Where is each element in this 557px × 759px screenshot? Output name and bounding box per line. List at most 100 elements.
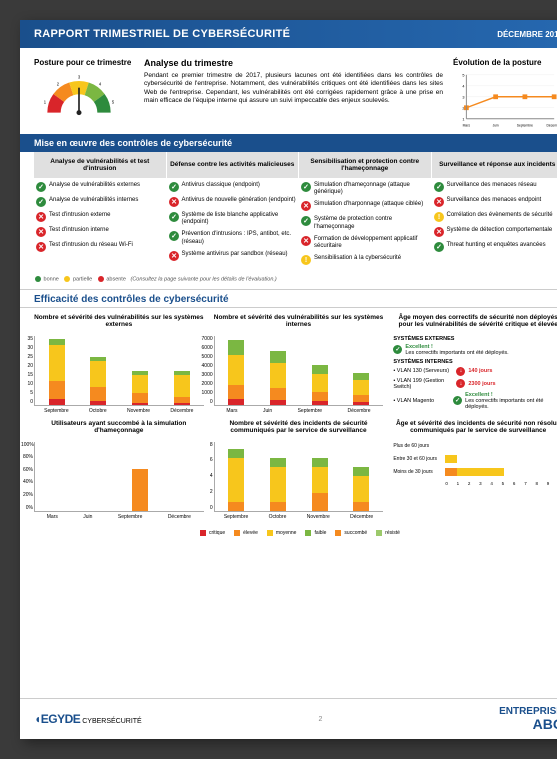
svg-text:5: 5 bbox=[462, 74, 464, 78]
svg-text:✓: ✓ bbox=[38, 199, 44, 206]
patch-text: Excellent !Les correctifs importants ont… bbox=[465, 392, 557, 410]
logo-left-sub: CYBERSÉCURITÉ bbox=[82, 718, 142, 725]
control-item-label: Sensibilisation à la cybersécurité bbox=[314, 255, 401, 262]
status-icon: ✓ bbox=[301, 182, 311, 192]
bar bbox=[174, 371, 190, 405]
svg-text:✓: ✓ bbox=[171, 234, 177, 241]
svg-text:✓: ✓ bbox=[171, 184, 177, 191]
svg-text:1: 1 bbox=[44, 99, 47, 104]
chart-area: 05101520253035 bbox=[34, 336, 204, 406]
status-icon: ✕ bbox=[434, 197, 444, 207]
logo-right: ENTREPRISE ABC bbox=[499, 707, 557, 731]
control-item-label: Corrélation des évènements de sécurité bbox=[447, 212, 553, 219]
control-item-label: Test d'intrusion externe bbox=[49, 212, 111, 219]
chart-phishing: Utilisateurs ayant succombé à la simulat… bbox=[34, 420, 204, 520]
status-icon: ✓ bbox=[434, 242, 444, 252]
status-icon: ✕ bbox=[36, 227, 46, 237]
svg-text:!: ! bbox=[305, 257, 307, 264]
chart-title: Nombre et sévérité des vulnérabilités su… bbox=[34, 314, 204, 332]
control-item-label: Threat hunting et enquêtes avancées bbox=[447, 242, 546, 249]
status-icon: ! bbox=[434, 212, 444, 222]
svg-text:3: 3 bbox=[462, 96, 464, 100]
posture-block: Posture pour ce trimestre 12345 bbox=[34, 58, 134, 126]
patch-row: • VLAN 130 (Serveurs)↓140 jours bbox=[393, 367, 557, 376]
status-icon: ✕ bbox=[169, 197, 179, 207]
svg-text:✕: ✕ bbox=[38, 214, 44, 221]
bar bbox=[228, 340, 244, 405]
control-column: Analyse de vulnérabilités et test d'intr… bbox=[34, 152, 166, 274]
status-icon: ✓ bbox=[301, 216, 311, 226]
patch-status-icon: ↓ bbox=[456, 379, 465, 388]
control-item-label: Analyse de vulnérabilités internes bbox=[49, 197, 138, 204]
control-item: ✓Simulation d'hameçonnage (attaque génér… bbox=[301, 182, 429, 196]
svg-text:✕: ✕ bbox=[303, 204, 309, 211]
svg-text:3: 3 bbox=[78, 75, 81, 80]
chart-incidents-comm: Nombre et sévérité des incidents de sécu… bbox=[214, 420, 384, 520]
control-item: ✓Analyse de vulnérabilités externes bbox=[36, 182, 164, 192]
svg-text:✓: ✓ bbox=[303, 184, 309, 191]
bar bbox=[132, 371, 148, 405]
patch-status-icon: ✓ bbox=[453, 396, 462, 405]
control-column-title: Analyse de vulnérabilités et test d'intr… bbox=[34, 152, 166, 178]
control-column: Surveillance et réponse aux incidents✓Su… bbox=[432, 152, 557, 274]
controls-band-title: Mise en œuvre des contrôles de cybersécu… bbox=[20, 134, 557, 152]
incident-age-row: Moins de 30 jours bbox=[393, 468, 557, 478]
incident-age-body: Plus de 60 joursEntre 30 et 60 joursMoin… bbox=[393, 442, 557, 486]
status-icon: ✓ bbox=[169, 212, 179, 222]
control-item: ✕Système antivirus par sandbox (réseau) bbox=[169, 251, 297, 261]
status-icon: ✕ bbox=[301, 201, 311, 211]
patch-row: • VLAN 199 (Gestion Switch)↓2300 jours bbox=[393, 378, 557, 390]
patch-section-title: SYSTÈMES INTERNES bbox=[393, 359, 557, 365]
chart-incidents-age: Âge et sévérité des incidents de sécurit… bbox=[393, 420, 557, 520]
svg-text:✓: ✓ bbox=[436, 244, 442, 251]
svg-text:!: ! bbox=[437, 214, 439, 221]
svg-text:2: 2 bbox=[57, 81, 60, 86]
control-item: ✕Test d'intrusion du réseau Wi-Fi bbox=[36, 242, 164, 252]
chart-int-vuln: Nombre et sévérité des vulnérabilités su… bbox=[214, 314, 384, 414]
bar bbox=[270, 458, 286, 511]
x-axis: SeptembreOctobreNovembreDécembre bbox=[214, 514, 384, 520]
chart-title: Utilisateurs ayant succombé à la simulat… bbox=[34, 420, 204, 438]
bar bbox=[228, 449, 244, 510]
control-item: ✕ Formation de développement applicatif s… bbox=[301, 236, 429, 250]
svg-text:✕: ✕ bbox=[436, 229, 442, 236]
control-item: ✕Test d'intrusion interne bbox=[36, 227, 164, 237]
svg-text:Septembre: Septembre bbox=[517, 123, 533, 127]
patch-text: 140 jours bbox=[468, 368, 492, 374]
status-icon: ✕ bbox=[36, 242, 46, 252]
chart-ext-vuln: Nombre et sévérité des vulnérabilités su… bbox=[34, 314, 204, 414]
control-item: ✕ Système de détection comportementale bbox=[434, 227, 557, 237]
x-axis: SeptembreOctobreNovembreDécembre bbox=[34, 408, 204, 414]
bar bbox=[90, 357, 106, 405]
control-column-title: Défense contre les activités malicieuses bbox=[167, 152, 299, 178]
report-header: RAPPORT TRIMESTRIEL DE CYBERSÉCURITÉ DÉC… bbox=[20, 20, 557, 48]
control-item-label: Test d'intrusion du réseau Wi-Fi bbox=[49, 242, 133, 249]
evolution-block: Évolution de la posture 12345MarsJuinSep… bbox=[453, 58, 557, 126]
control-item: ✕Surveillance des menaces endpoint bbox=[434, 197, 557, 207]
incident-age-row: Plus de 60 jours bbox=[393, 442, 557, 452]
status-icon: ✕ bbox=[169, 251, 179, 261]
series-legend: critiqueélevéemoyennefaiblesuccombérésis… bbox=[34, 530, 557, 536]
charts-grid: Nombre et sévérité des vulnérabilités su… bbox=[20, 314, 557, 544]
status-icon: ✓ bbox=[169, 231, 179, 241]
control-item-label: Simulation d'harponnage (attaque ciblée) bbox=[314, 201, 423, 208]
evolution-title: Évolution de la posture bbox=[453, 58, 557, 67]
control-item-label: Formation de développement applicatif sé… bbox=[314, 236, 429, 250]
top-section: Posture pour ce trimestre 12345 Analyse … bbox=[20, 48, 557, 134]
svg-text:Juin: Juin bbox=[493, 123, 499, 127]
control-item-label: Système de détection comportementale bbox=[447, 227, 553, 234]
control-item: ✕ Simulation d'harponnage (attaque ciblée… bbox=[301, 201, 429, 211]
control-item: ✓Antivirus classique (endpoint) bbox=[169, 182, 297, 192]
svg-text:✕: ✕ bbox=[171, 199, 177, 206]
report-date: DÉCEMBRE 2017 bbox=[497, 30, 557, 39]
svg-text:✓: ✓ bbox=[171, 214, 177, 221]
svg-text:Mars: Mars bbox=[463, 123, 471, 127]
status-icon: ✓ bbox=[36, 182, 46, 192]
svg-text:✕: ✕ bbox=[303, 238, 309, 245]
control-item: ! Corrélation des évènements de sécurité bbox=[434, 212, 557, 222]
chart-patch-age: Âge moyen des correctifs de sécurité non… bbox=[393, 314, 557, 414]
status-icon: ✓ bbox=[169, 182, 179, 192]
page-number: 2 bbox=[318, 716, 322, 723]
patch-status-icon: ✓ bbox=[393, 345, 402, 354]
svg-text:4: 4 bbox=[462, 85, 464, 89]
